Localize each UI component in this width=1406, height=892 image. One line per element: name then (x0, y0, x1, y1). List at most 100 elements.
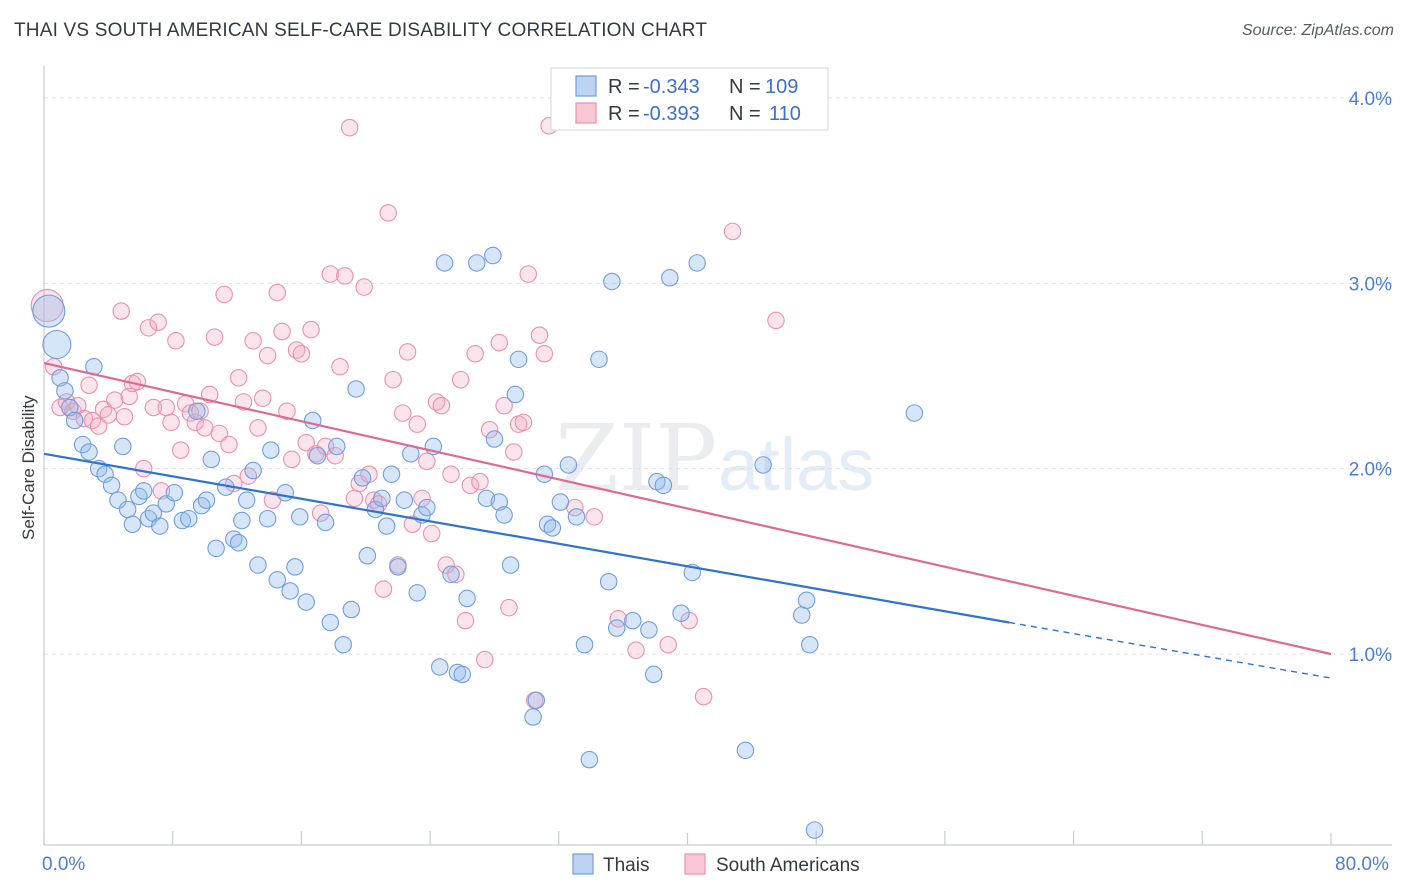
south-american-trend-line (43, 361, 1332, 656)
thai-point (567, 508, 586, 526)
bottom-legend: Thais South Americans (572, 853, 860, 876)
legend-r-value-sa: -0.393 (643, 103, 700, 125)
south-american-point (345, 489, 364, 508)
south-american-point (186, 413, 204, 432)
thai-point (624, 611, 642, 630)
south-american-point (292, 345, 311, 363)
south-american-point (495, 396, 513, 415)
south-american-point (120, 387, 139, 406)
thai-point (485, 430, 504, 448)
south-american-point (476, 650, 494, 669)
y-tick-label: 4.0% (1349, 89, 1392, 110)
x-tick-max: 80.0% (1335, 854, 1389, 875)
south-american-point (273, 322, 291, 341)
legend-r-value-thai: -0.343 (643, 76, 700, 98)
thai-point (603, 272, 621, 291)
south-american-point (80, 376, 98, 395)
south-american-point (471, 472, 489, 491)
thai-point (73, 435, 92, 454)
thai-point (477, 489, 496, 508)
y-axis-label: Self-Care Disability (19, 395, 38, 540)
thai-point (599, 572, 618, 591)
thai-point (644, 665, 663, 684)
south-american-point (500, 598, 518, 617)
thai-point (316, 513, 335, 532)
thai-point (468, 254, 486, 272)
south-american-point (461, 476, 480, 495)
south-american-point (229, 369, 248, 387)
south-american-point (30, 289, 64, 323)
legend-swatch-sa (575, 102, 597, 124)
thai-point (202, 450, 221, 469)
south-american-point (408, 415, 426, 433)
legend-n-label-sa: N = (729, 103, 761, 125)
south-american-point (128, 372, 147, 391)
south-american-point (398, 343, 417, 361)
south-american-point (134, 459, 153, 478)
south-american-point (302, 320, 320, 339)
thai-point (389, 558, 407, 576)
thai-point (797, 591, 816, 610)
thai-point (291, 508, 309, 526)
thai-point (418, 498, 436, 517)
y-tick-label: 3.0% (1349, 274, 1392, 295)
thai-point (303, 411, 322, 430)
y-tick-labels: 1.0% 2.0% 3.0% 4.0% (1349, 89, 1392, 666)
thai-point (792, 606, 811, 624)
thai-point (262, 441, 280, 459)
legend-box (550, 67, 829, 131)
south-american-point (239, 467, 258, 485)
thai-point (580, 750, 599, 769)
thai-point (490, 493, 509, 511)
south-american-point (311, 504, 330, 522)
south-american-point (139, 319, 158, 337)
thai-point (805, 821, 824, 839)
thai-point (118, 500, 137, 519)
south-american-point (258, 346, 277, 365)
south-american-point (456, 611, 475, 630)
thai-point (109, 491, 127, 509)
south-american-point (205, 328, 224, 346)
thai-point (408, 584, 426, 602)
axes (43, 66, 1392, 846)
trend-lines (43, 361, 1332, 679)
south-american-point (374, 580, 393, 598)
thai-point (197, 491, 216, 509)
thai-point (373, 489, 391, 508)
south-american-point (490, 333, 509, 352)
south-american-point (106, 391, 124, 409)
thai-point (640, 621, 658, 639)
thai-point (188, 402, 206, 420)
thai-point (192, 496, 211, 515)
thai-trend-extension (1009, 621, 1332, 679)
thai-point (151, 517, 169, 535)
south-american-point (99, 406, 118, 424)
south-american-point (723, 222, 742, 241)
thai-point (180, 509, 198, 528)
south-american-point (112, 302, 130, 320)
south-american-point (94, 400, 113, 419)
south-american-point (403, 515, 422, 534)
thai-point (321, 613, 340, 632)
thai-point (347, 380, 365, 398)
south-american-point (244, 332, 262, 350)
thai-point (495, 506, 513, 524)
south-american-point (234, 393, 253, 411)
thai-point (484, 246, 502, 265)
south-american-point (297, 433, 315, 452)
south-american-point (422, 524, 441, 543)
bottom-legend-sa: South Americans (716, 855, 860, 876)
source-label: Source: ZipAtlas.com (1241, 22, 1394, 39)
thai-point (207, 539, 225, 558)
thai-point (249, 556, 267, 574)
south-american-point (530, 326, 549, 344)
thai-point (96, 465, 114, 483)
thai-point (32, 294, 66, 328)
south-american-point (89, 417, 108, 435)
south-american-point (480, 420, 499, 439)
thai-point (173, 511, 192, 530)
thai-point (134, 482, 153, 500)
south-american-point (519, 265, 537, 283)
south-american-point (379, 204, 398, 222)
